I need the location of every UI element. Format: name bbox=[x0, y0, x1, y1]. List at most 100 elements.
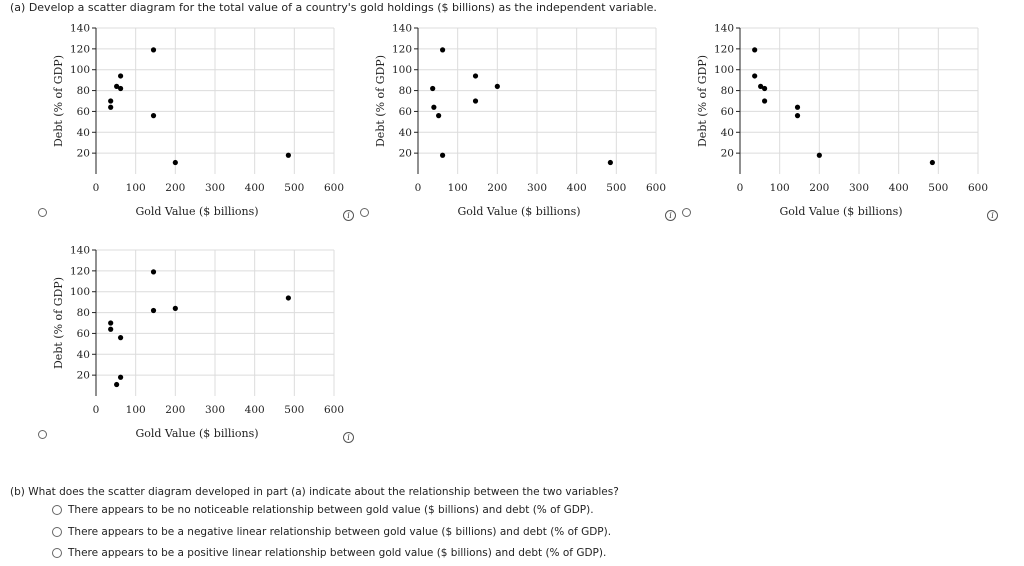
y-tick-label: 20 bbox=[721, 148, 734, 160]
part-b-prompt: (b) What does the scatter diagram develo… bbox=[10, 486, 619, 498]
x-tick-label: 0 bbox=[93, 182, 100, 194]
data-point bbox=[439, 152, 446, 158]
y-axis-label: Debt (% of GDP) bbox=[374, 55, 387, 147]
data-point bbox=[436, 113, 442, 119]
data-point bbox=[758, 83, 764, 89]
data-point bbox=[752, 73, 758, 79]
x-tick-label: 200 bbox=[809, 182, 829, 194]
chart-option-4-radio[interactable] bbox=[38, 430, 47, 439]
y-tick-label: 80 bbox=[77, 85, 90, 97]
x-axis-label: Gold Value ($ billions) bbox=[135, 205, 258, 218]
part-a-prompt: (a) Develop a scatter diagram for the to… bbox=[10, 1, 657, 14]
chart-option-2-radio[interactable] bbox=[360, 208, 369, 217]
y-tick-label: 40 bbox=[399, 127, 412, 139]
y-tick-label: 140 bbox=[70, 23, 90, 35]
data-point bbox=[150, 307, 157, 314]
y-tick-label: 140 bbox=[392, 23, 412, 35]
data-point bbox=[929, 159, 935, 166]
x-axis-label: Gold Value ($ billions) bbox=[135, 427, 258, 440]
chart-option-1-info-icon[interactable]: i bbox=[343, 210, 354, 221]
y-tick-label: 40 bbox=[721, 127, 734, 139]
y-tick-label: 140 bbox=[714, 23, 734, 35]
chart-option-4-info-icon[interactable]: i bbox=[343, 432, 354, 443]
data-point bbox=[117, 335, 124, 341]
data-point bbox=[150, 113, 157, 119]
y-tick-label: 140 bbox=[70, 245, 90, 257]
data-point bbox=[117, 73, 124, 79]
x-tick-label: 600 bbox=[324, 182, 344, 194]
data-point bbox=[108, 104, 114, 110]
data-point bbox=[114, 83, 120, 89]
x-tick-label: 600 bbox=[646, 182, 666, 194]
scatter-plot-1: 20 40 60 80 100 120 140 0 100 200 300 400 500 600 Gold… bbox=[52, 23, 344, 219]
data-point bbox=[117, 374, 124, 380]
scatter-plot-3: 20 40 60 80 100 120 140 0 100 200 300 400 500 600 Gold… bbox=[696, 23, 988, 219]
scatter-plot-2: 20 40 60 80 100 120 140 0 100 200 300 400 500 600 Gold… bbox=[374, 23, 666, 219]
data-point bbox=[816, 152, 822, 158]
x-axis-label: Gold Value ($ billions) bbox=[457, 205, 580, 218]
y-tick-label: 120 bbox=[70, 43, 90, 55]
data-point bbox=[761, 98, 768, 104]
part-b-option-1-radio[interactable] bbox=[52, 505, 62, 515]
data-point bbox=[430, 85, 436, 92]
x-tick-label: 500 bbox=[928, 182, 948, 194]
data-point bbox=[172, 305, 178, 311]
data-point bbox=[607, 159, 613, 166]
y-tick-label: 100 bbox=[714, 64, 734, 76]
y-axis-label: Debt (% of GDP) bbox=[696, 55, 709, 147]
y-tick-label: 80 bbox=[399, 85, 412, 97]
part-b-option-3-radio[interactable] bbox=[52, 548, 62, 558]
data-point bbox=[150, 269, 157, 275]
data-point bbox=[794, 104, 801, 110]
chart-option-2-info-icon[interactable]: i bbox=[665, 210, 676, 221]
chart-option-1-radio[interactable] bbox=[38, 208, 47, 217]
data-point bbox=[108, 320, 114, 326]
data-point bbox=[117, 85, 124, 92]
data-point bbox=[285, 152, 291, 158]
x-tick-label: 100 bbox=[126, 404, 146, 416]
y-axis-label: Debt (% of GDP) bbox=[52, 277, 65, 369]
part-b-option-1-label: There appears to be no noticeable relati… bbox=[68, 504, 594, 516]
y-tick-label: 20 bbox=[77, 148, 90, 160]
scatter-chart-option-4: 20 40 60 80 100 120 140 0 100 200 300 400 500 600 Gold… bbox=[50, 242, 350, 447]
data-point bbox=[431, 104, 437, 110]
data-point bbox=[472, 98, 479, 104]
data-point bbox=[108, 98, 114, 104]
y-tick-label: 40 bbox=[77, 349, 90, 361]
y-axis-label: Debt (% of GDP) bbox=[52, 55, 65, 147]
y-tick-label: 60 bbox=[399, 106, 412, 118]
data-point bbox=[794, 113, 801, 119]
part-b-option-2[interactable]: There appears to be a negative linear re… bbox=[52, 526, 611, 538]
data-point bbox=[108, 326, 114, 332]
x-tick-label: 0 bbox=[737, 182, 744, 194]
chart-option-3-info-icon[interactable]: i bbox=[987, 210, 998, 221]
chart-option-3-radio[interactable] bbox=[682, 208, 691, 217]
part-b-option-3-label: There appears to be a positive linear re… bbox=[68, 547, 607, 559]
x-tick-label: 0 bbox=[415, 182, 422, 194]
x-tick-label: 300 bbox=[527, 182, 547, 194]
y-tick-label: 100 bbox=[70, 286, 90, 298]
data-point bbox=[439, 47, 446, 53]
part-b-option-1[interactable]: There appears to be no noticeable relati… bbox=[52, 504, 594, 516]
part-b-option-3[interactable]: There appears to be a positive linear re… bbox=[52, 547, 606, 559]
x-tick-label: 200 bbox=[487, 182, 507, 194]
x-tick-label: 500 bbox=[606, 182, 626, 194]
x-tick-label: 600 bbox=[324, 404, 344, 416]
y-tick-label: 60 bbox=[721, 106, 734, 118]
y-tick-label: 20 bbox=[399, 148, 412, 160]
x-tick-label: 400 bbox=[245, 404, 265, 416]
x-tick-label: 200 bbox=[165, 182, 185, 194]
x-tick-label: 300 bbox=[849, 182, 869, 194]
x-tick-label: 100 bbox=[126, 182, 146, 194]
data-point bbox=[494, 83, 500, 89]
part-b-option-2-label: There appears to be a negative linear re… bbox=[68, 526, 612, 538]
x-tick-label: 0 bbox=[93, 404, 100, 416]
data-point bbox=[752, 47, 758, 53]
data-point bbox=[114, 381, 120, 388]
part-b-option-2-radio[interactable] bbox=[52, 527, 62, 537]
x-tick-label: 200 bbox=[165, 404, 185, 416]
scatter-chart-option-1: 20 40 60 80 100 120 140 0 100 200 300 400 500 600 Gold… bbox=[50, 20, 350, 225]
x-tick-label: 300 bbox=[205, 182, 225, 194]
x-tick-label: 100 bbox=[448, 182, 468, 194]
y-tick-label: 80 bbox=[77, 307, 90, 319]
